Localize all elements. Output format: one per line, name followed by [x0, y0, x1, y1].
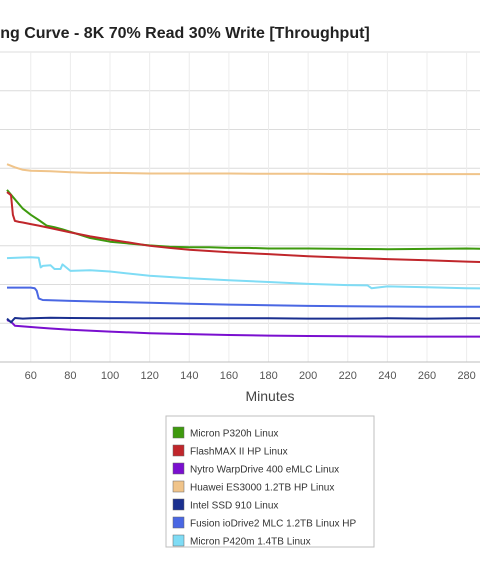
legend-swatch: [172, 444, 185, 457]
plot-grid: [0, 51, 480, 363]
x-tick-label: 100: [101, 370, 119, 382]
legend-swatch: [172, 462, 185, 475]
legend-label: Micron P320h Linux: [190, 429, 278, 440]
legend-label: Nytro WarpDrive 400 eMLC Linux: [190, 465, 339, 476]
series-line-4: [6, 163, 480, 176]
x-tick-label: 160: [220, 370, 238, 382]
x-tick-label: 220: [339, 370, 357, 382]
legend-label: Micron P420m 1.4TB Linux: [190, 537, 311, 548]
series-line-3: [6, 319, 480, 338]
legend-label: Intel SSD 910 Linux: [190, 501, 278, 512]
series-line-6: [7, 286, 480, 308]
x-tick-labels: 60 80 100 120 140 160 180 200 220 240 260 280: [25, 370, 476, 382]
x-tick-label: 80: [64, 370, 76, 382]
x-tick-label: 60: [25, 370, 37, 382]
legend-label: FlashMAX II HP Linux: [190, 447, 288, 458]
series-line-2: [6, 191, 480, 264]
legend-swatch: [172, 534, 185, 547]
legend-swatch: [172, 480, 185, 493]
legend-swatch: [172, 498, 185, 511]
legend-label: Fusion ioDrive2 MLC 1.2TB Linux HP: [190, 519, 357, 530]
legend-label: Huawei ES3000 1.2TB HP Linux: [190, 483, 334, 494]
legend-swatch: [172, 516, 185, 529]
legend-swatch: [172, 426, 185, 439]
x-tick-label: 140: [180, 370, 198, 382]
x-tick-label: 200: [299, 370, 317, 382]
plot-lines: [6, 163, 480, 338]
x-tick-label: 280: [457, 370, 475, 382]
legend-box: [165, 415, 375, 548]
x-tick-label: 120: [140, 370, 158, 382]
chart-title: Preconditioning Curve - 8K 70% Read 30% …: [0, 25, 370, 42]
x-tick-label: 180: [259, 370, 277, 382]
x-axis-label: Minutes: [245, 388, 294, 404]
x-tick-label: 260: [418, 370, 436, 382]
x-tick-label: 240: [378, 370, 396, 382]
series-line-7: [6, 256, 480, 290]
legend: Micron P320h Linux FlashMAX II HP Linux Ny…: [165, 415, 375, 548]
series-line-5: [6, 316, 480, 324]
